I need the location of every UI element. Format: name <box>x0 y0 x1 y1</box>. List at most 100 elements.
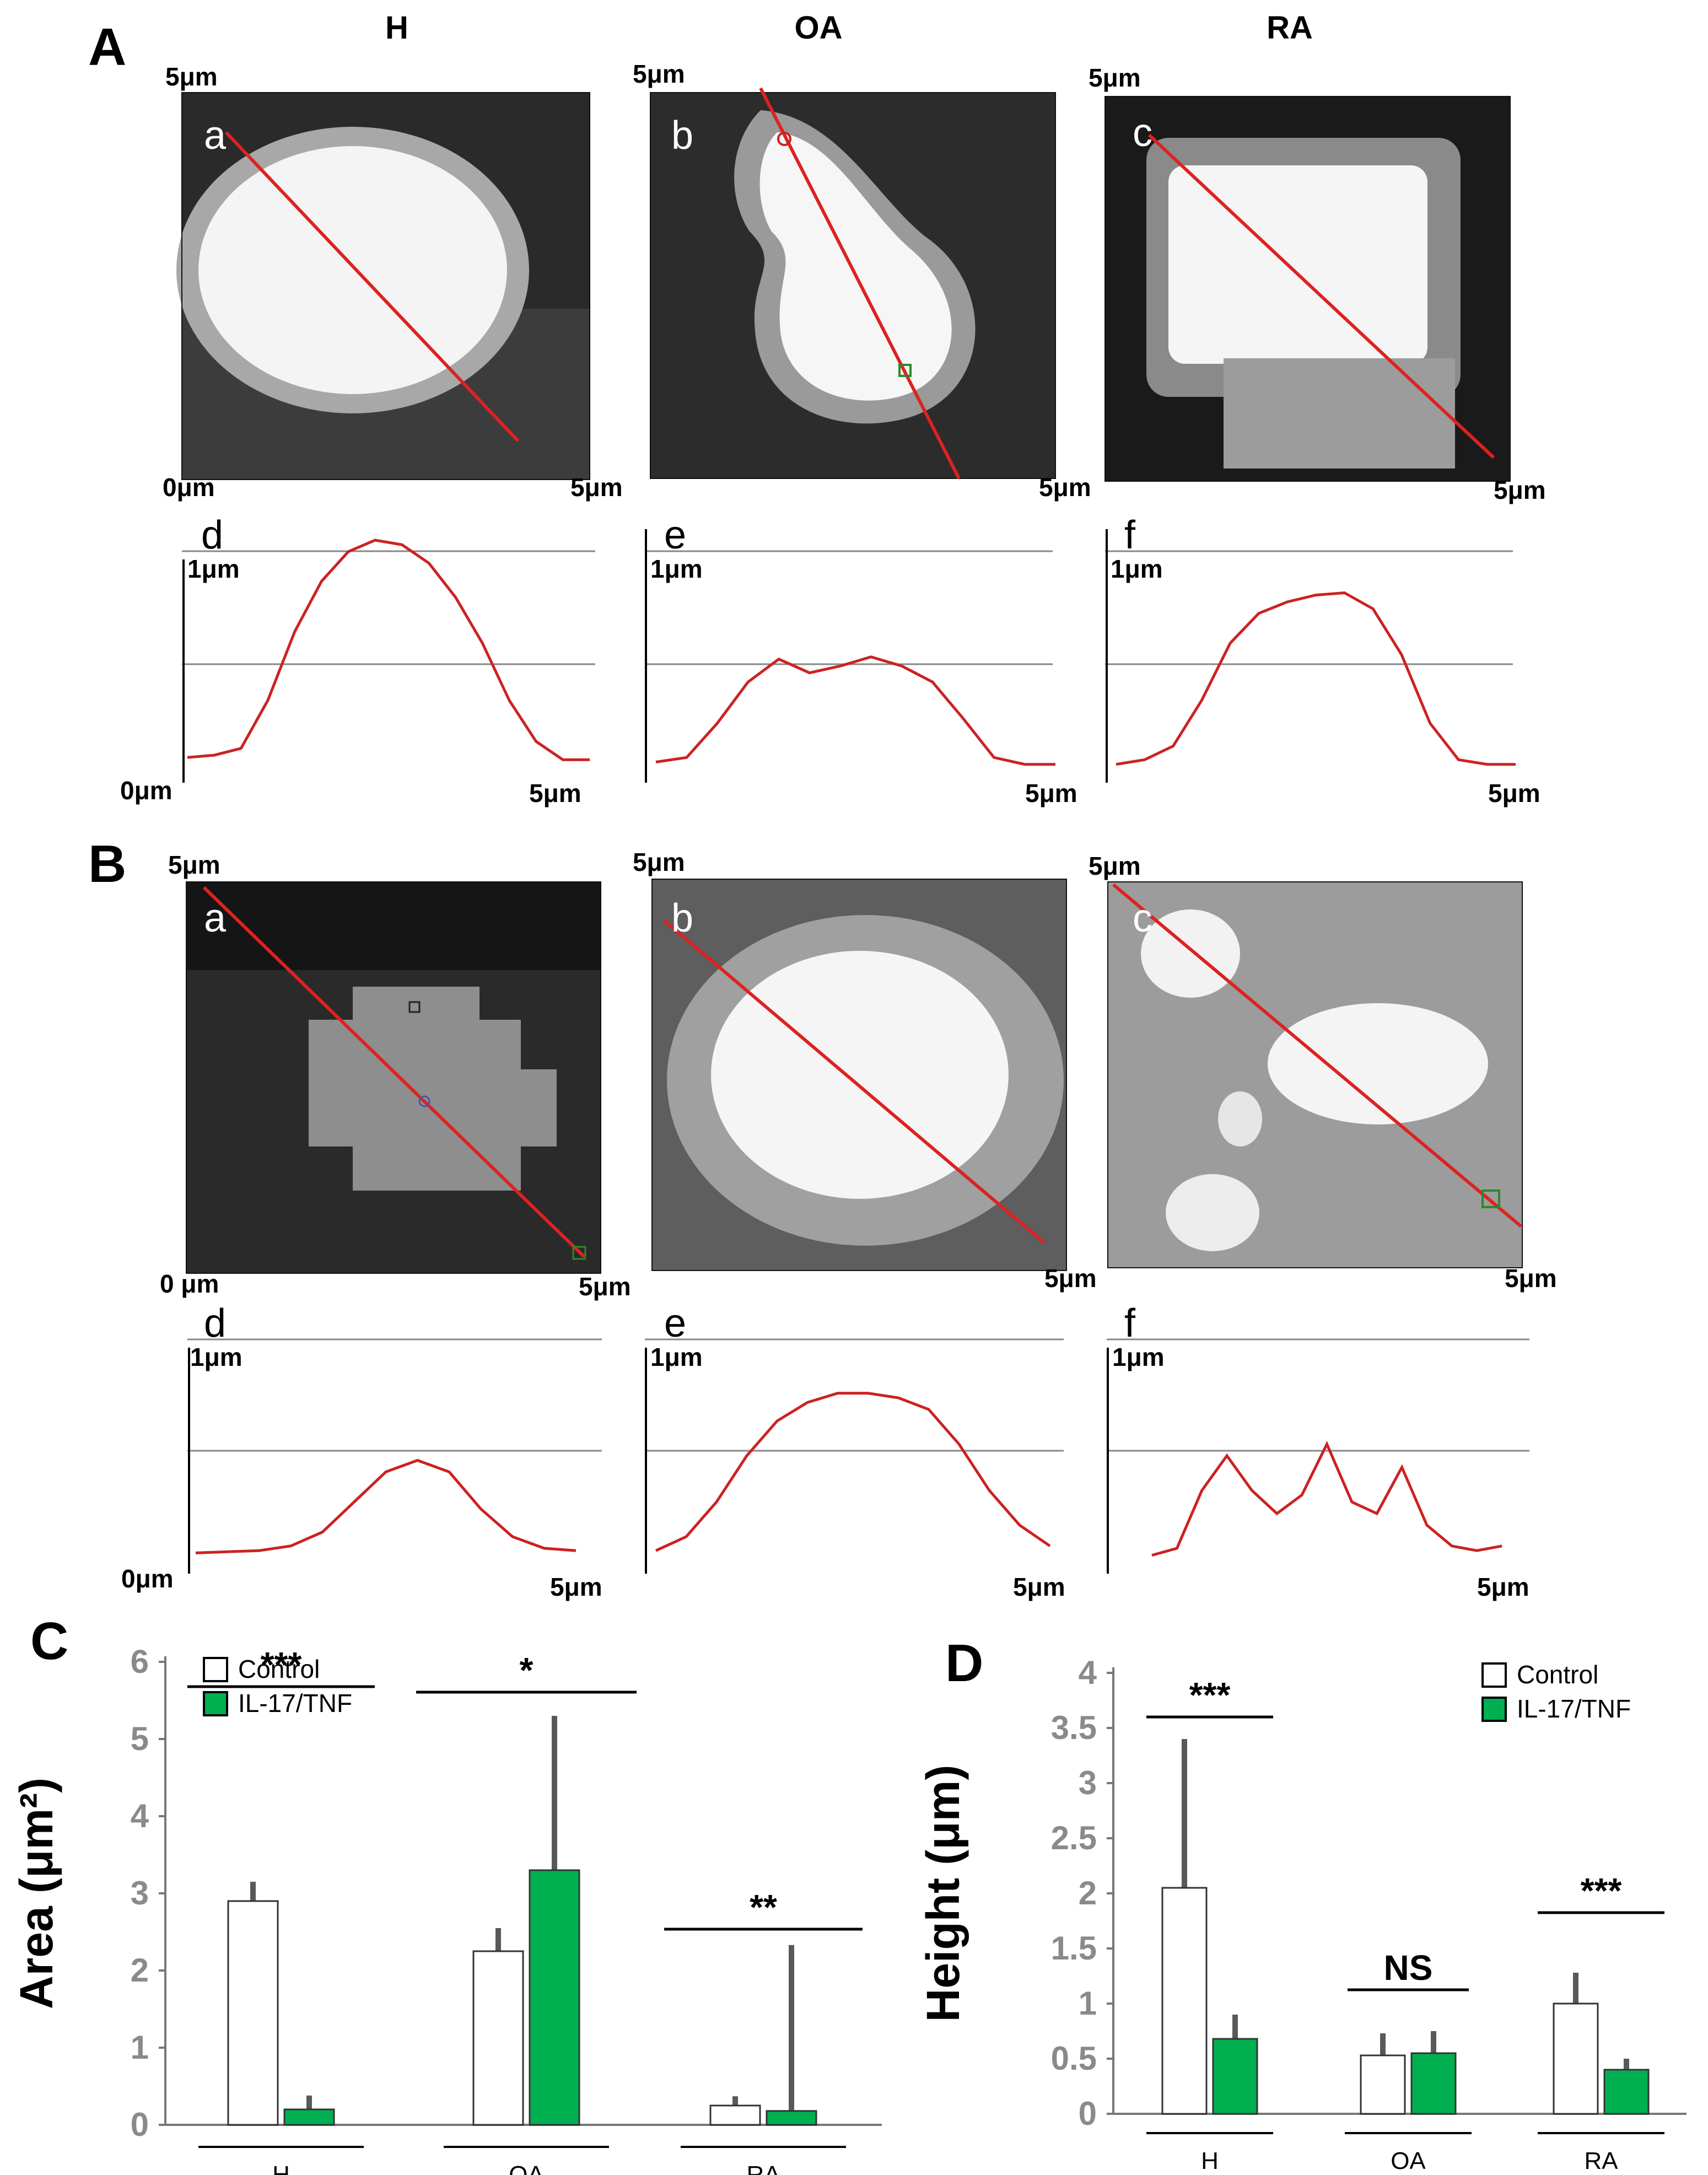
category-label-h: H <box>272 2161 290 2175</box>
profile-plot-b-f <box>1107 1338 1529 1574</box>
scale-origin-a-h: 0μm <box>163 473 215 502</box>
image-letter-a-bottom: a <box>204 896 227 940</box>
panel-label-b: B <box>88 835 126 893</box>
bar-h-treated <box>1212 2038 1258 2115</box>
afm-image-a-ra <box>1104 96 1511 482</box>
plot-letter-f-bottom: f <box>1124 1301 1136 1345</box>
profile-origin-b-d: 0μm <box>121 1564 174 1593</box>
profile-top-b-d: 1μm <box>190 1343 243 1371</box>
afm-image-b-h <box>186 881 601 1274</box>
bar-oa-control <box>472 1950 524 2126</box>
significance-label: *** <box>1189 1675 1231 1715</box>
plot-letter-e-top: e <box>664 513 686 557</box>
y-tick-label: 1 <box>131 2029 149 2066</box>
legend-swatch-control <box>1481 1662 1507 1688</box>
category-label-oa: OA <box>1391 2147 1426 2174</box>
profile-curve-b-d <box>195 1458 576 1554</box>
scale-origin-b-h: 0 μm <box>160 1269 219 1298</box>
significance-label: ** <box>750 1887 777 1927</box>
plot-letter-e-bottom: e <box>664 1301 686 1345</box>
scale-top-b-ra: 5μm <box>1089 852 1141 880</box>
significance-label: * <box>520 1650 534 1690</box>
profile-plot-a-d <box>182 539 595 783</box>
bar-ra-control <box>709 2104 761 2126</box>
afm-image-a-h <box>176 92 590 480</box>
y-tick-label: 2 <box>1079 1875 1097 1912</box>
bar-h-treated <box>283 2108 335 2126</box>
y-tick-label: 4 <box>131 1797 149 1834</box>
scale-right-b-ra: 5μm <box>1505 1264 1557 1293</box>
panel-label-c: C <box>30 1612 68 1671</box>
afm-image-b-oa <box>651 879 1067 1271</box>
profile-plot-a-e <box>645 529 1055 783</box>
bar-h-control <box>1161 1887 1208 2115</box>
profile-top-a-e: 1μm <box>650 554 703 583</box>
chart-area: 0 1 2 3 4 5 6 Area (μm²) H *** OA * RA ** Control IL-17… <box>10 1643 882 2175</box>
profile-end-b-f: 5μm <box>1477 1573 1529 1601</box>
image-letter-b-bottom: b <box>671 896 693 940</box>
plot-letter-f-top: f <box>1124 513 1136 557</box>
bar-ra-treated <box>766 2110 817 2126</box>
profile-plot-b-e <box>645 1338 1064 1574</box>
profile-top-b-e: 1μm <box>650 1343 703 1371</box>
column-title-h: H <box>385 10 408 46</box>
legend-swatch-control <box>203 1657 228 1682</box>
profile-curve-b-f <box>1151 1441 1502 1557</box>
scale-right-b-oa: 5μm <box>1044 1264 1097 1293</box>
legend-label-treated: IL-17/TNF <box>1517 1694 1631 1723</box>
scale-top-b-oa: 5μm <box>633 848 685 876</box>
bar-oa-control <box>1360 2054 1406 2115</box>
significance-label: *** <box>261 1645 302 1684</box>
y-tick-label: 3 <box>131 1875 149 1912</box>
scale-top-b-h: 5μm <box>168 850 220 879</box>
profile-origin-a-d: 0μm <box>120 776 173 805</box>
profile-curve-a-d <box>187 539 590 761</box>
category-label-ra: RA <box>746 2161 780 2175</box>
legend-label-treated: IL-17/TNF <box>238 1689 352 1718</box>
scale-right-a-oa: 5μm <box>1039 473 1091 502</box>
image-letter-a-top: a <box>204 114 227 158</box>
panel-label-d: D <box>945 1634 983 1693</box>
profile-top-a-f: 1μm <box>1111 554 1163 583</box>
scale-right-b-h: 5μm <box>579 1272 631 1301</box>
y-tick-label: 0 <box>131 2106 149 2143</box>
y-tick-label: 1 <box>1079 1985 1097 2022</box>
category-label-h: H <box>1201 2147 1219 2174</box>
panel-label-a: A <box>88 18 126 77</box>
image-letter-c-top: c <box>1133 111 1152 155</box>
profile-top-b-f: 1μm <box>1112 1343 1165 1371</box>
scale-top-a-h: 5μm <box>165 62 218 91</box>
significance-label: NS <box>1384 1948 1433 1988</box>
column-title-oa: OA <box>795 10 843 46</box>
bar-ra-control <box>1553 2002 1599 2115</box>
chart-height: 0 0.5 1 1.5 2 2.5 3 3.5 4 Height (μm) H *** OA NS RA **… <box>917 1654 1687 2174</box>
y-tick-label: 2.5 <box>1051 1819 1097 1856</box>
plot-letter-d-top: d <box>201 513 223 557</box>
profile-top-a-d: 1μm <box>187 554 240 583</box>
profile-end-a-e: 5μm <box>1025 779 1077 807</box>
scale-right-a-h: 5μm <box>570 473 623 502</box>
y-tick-label: 0 <box>1079 2095 1097 2132</box>
scale-top-a-ra: 5μm <box>1089 63 1141 92</box>
column-title-ra: RA <box>1267 10 1313 46</box>
legend-label-control: Control <box>238 1655 320 1683</box>
y-tick-label: 3.5 <box>1051 1709 1097 1746</box>
y-tick-label: 4 <box>1079 1654 1097 1691</box>
profile-curve-b-e <box>655 1392 1051 1552</box>
legend-label-control: Control <box>1517 1660 1598 1689</box>
legend-swatch-treated <box>1481 1697 1507 1722</box>
y-axis-title: Area (μm²) <box>10 1778 62 2009</box>
y-tick-label: 6 <box>131 1643 149 1680</box>
y-tick-label: 5 <box>131 1720 149 1757</box>
y-tick-label: 2 <box>131 1952 149 1989</box>
profile-end-b-d: 5μm <box>550 1573 602 1601</box>
y-tick-label: 1.5 <box>1051 1930 1097 1967</box>
profile-end-a-f: 5μm <box>1488 779 1540 807</box>
category-label-ra: RA <box>1584 2147 1618 2174</box>
bar-oa-treated <box>1410 2052 1457 2115</box>
bar-ra-treated <box>1603 2069 1650 2115</box>
bar-h-control <box>227 1900 279 2126</box>
legend-swatch-treated <box>203 1691 228 1716</box>
profile-curve-a-e <box>655 655 1055 766</box>
